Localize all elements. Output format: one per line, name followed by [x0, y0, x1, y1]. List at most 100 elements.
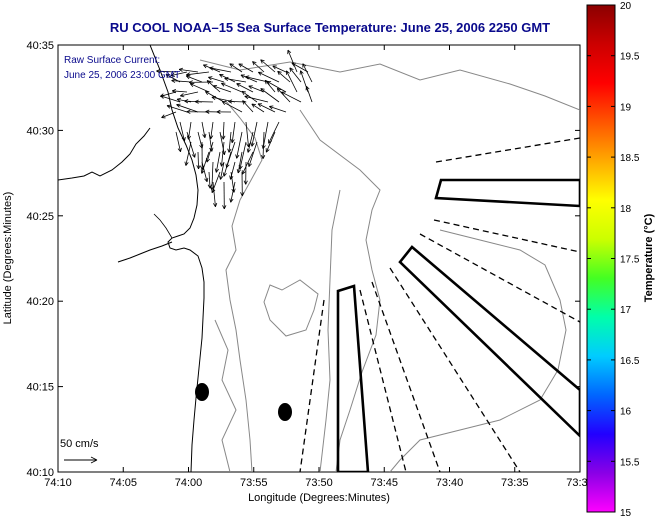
current-vector	[212, 181, 218, 207]
current-vector	[269, 105, 287, 113]
current-vector	[266, 81, 287, 93]
current-vector	[281, 91, 302, 103]
current-vector	[285, 70, 298, 93]
current-vector	[209, 66, 232, 73]
x-tick-label: 74:00	[175, 477, 203, 489]
contour-hudson-channel	[319, 189, 341, 472]
current-vector	[240, 171, 245, 197]
x-tick-label: 73:40	[436, 477, 464, 489]
current-vector	[224, 76, 247, 83]
beam-line	[299, 299, 325, 472]
y-tick-label: 40:30	[26, 125, 54, 137]
y-axis-ticks	[58, 44, 580, 473]
beam-line	[359, 289, 407, 472]
beam-line	[435, 137, 580, 163]
y-tick-labels: 40:35 40:30 40:25 40:20 40:15 40:10	[26, 40, 54, 479]
current-vector	[240, 74, 258, 83]
current-vector	[229, 181, 236, 203]
x-tick-label: 73:50	[305, 477, 333, 489]
coastline-bay	[58, 127, 151, 181]
current-vector	[238, 63, 254, 73]
plot-frame	[57, 44, 581, 473]
current-vector	[227, 131, 232, 153]
current-vector	[260, 88, 280, 103]
colorbar-tick-label: 16.5	[620, 356, 640, 367]
y-tick-label: 40:20	[26, 296, 54, 308]
scale-label: 50 cm/s	[60, 438, 99, 450]
radar-beam-south	[336, 284, 370, 472]
x-axis-label: Longitude (Degrees:Minutes)	[248, 492, 390, 504]
current-vector	[166, 104, 188, 113]
current-vector	[250, 121, 258, 147]
current-vector	[219, 161, 225, 180]
current-vector	[245, 75, 269, 83]
current-vector	[175, 131, 182, 153]
map-title: RU COOL NOAA–15 Sea Surface Temperature:…	[109, 20, 551, 35]
y-tick-label: 40:35	[26, 40, 54, 52]
current-vector	[180, 91, 199, 98]
current-vector	[265, 131, 276, 153]
station-marker	[195, 383, 209, 401]
current-vector	[222, 181, 227, 210]
y-axis-label: Latitude (Degrees:Minutes)	[2, 192, 14, 325]
current-vector-field	[156, 49, 313, 210]
current-vector	[179, 121, 186, 142]
current-vector	[251, 103, 265, 113]
current-vector	[289, 67, 302, 83]
colorbar-tick-label: 19.5	[620, 52, 640, 63]
current-vector	[245, 121, 251, 148]
current-vector	[222, 151, 232, 177]
colorbar-tick-label: 15	[620, 508, 632, 518]
colorbar-ticks: 20 19.5 19 18.5 18 17.5 17 16.5 16 15.5 15	[587, 1, 640, 518]
colorbar-tick-label: 16	[620, 407, 632, 418]
contour-west-shelf	[214, 319, 237, 472]
colorbar-tick-label: 17.5	[620, 255, 640, 266]
current-vector	[248, 85, 265, 93]
current-vector	[221, 121, 226, 140]
current-vector	[241, 90, 258, 103]
current-vector	[247, 141, 258, 167]
x-tick-label: 73:35	[501, 477, 529, 489]
radar-beam-lines	[299, 137, 580, 472]
colorbar-tick-label: 18.5	[620, 153, 640, 164]
y-tick-label: 40:10	[26, 467, 54, 479]
current-vector	[235, 131, 243, 159]
y-tick-label: 40:25	[26, 211, 54, 223]
current-vector	[299, 70, 309, 93]
current-vector	[201, 161, 209, 183]
x-tick-label: 74:05	[109, 477, 137, 489]
current-vector	[260, 59, 276, 73]
current-vector	[302, 63, 313, 83]
current-vector	[261, 131, 266, 159]
beam-line	[433, 219, 580, 253]
colorbar-tick-label: 20	[620, 1, 632, 12]
current-vector	[212, 84, 232, 93]
colorbar-tick-label: 18	[620, 204, 632, 215]
current-vector	[272, 65, 287, 73]
colorbar	[586, 4, 616, 513]
current-vector	[236, 83, 254, 93]
current-vector	[221, 82, 243, 93]
current-vector	[236, 151, 243, 174]
current-vector	[207, 171, 212, 189]
colorbar-tick-label: 19	[620, 102, 632, 113]
current-vector	[196, 151, 201, 170]
current-vector	[219, 141, 225, 167]
current-vector	[171, 89, 188, 94]
current-vector	[230, 121, 236, 144]
y-tick-label: 40:15	[26, 382, 54, 394]
current-vector	[178, 67, 199, 73]
annotation-current-time: June 25, 2006 23:00 GMT	[64, 70, 180, 81]
coastline-inlet	[117, 241, 173, 263]
current-vector	[229, 63, 243, 73]
current-vector	[257, 103, 276, 113]
scale-arrow	[64, 456, 98, 464]
annotation-current-label: Raw Surface Current:	[64, 55, 160, 66]
x-tick-label: 73:45	[370, 477, 398, 489]
current-vector	[277, 70, 291, 83]
radar-beam-southeast	[398, 245, 580, 438]
current-vector	[219, 131, 226, 156]
current-vector	[216, 109, 232, 114]
beam-line	[371, 281, 441, 472]
current-vector	[291, 62, 309, 73]
